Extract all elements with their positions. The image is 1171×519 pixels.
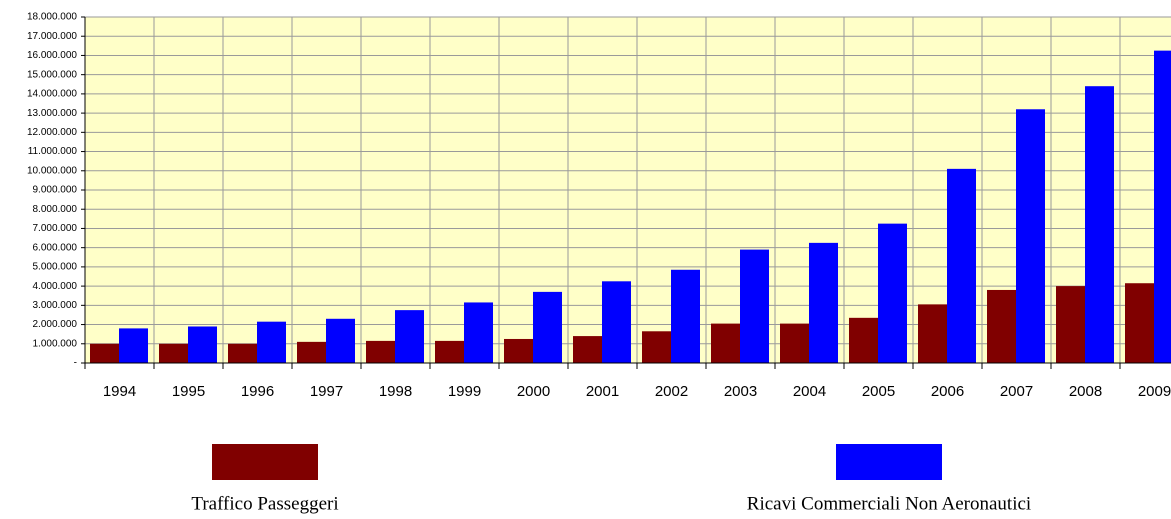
bar <box>1016 109 1045 364</box>
x-tick-label: 2002 <box>655 383 688 400</box>
legend-swatch <box>212 444 318 480</box>
y-tick-label: 17.000.000 <box>27 31 77 42</box>
bar <box>366 340 395 363</box>
x-tick-label: 1999 <box>448 383 481 400</box>
y-tick-label: 11.000.000 <box>28 146 78 157</box>
bar <box>602 281 631 363</box>
y-tick-label: 18.000.000 <box>27 12 77 23</box>
bar <box>1125 283 1154 363</box>
legend-label: Ricavi Commerciali Non Aeronautici <box>747 493 1031 514</box>
y-tick-label: 9.000.000 <box>33 185 78 196</box>
bar <box>326 318 355 363</box>
bar <box>947 168 976 363</box>
x-tick-label: 2008 <box>1069 383 1102 400</box>
legend-swatch <box>836 444 942 480</box>
bar <box>533 291 562 363</box>
bar <box>297 341 326 363</box>
x-tick-label: 2007 <box>1000 383 1033 400</box>
legend-label: Traffico Passeggeri <box>191 493 338 514</box>
x-tick-label: 2004 <box>793 383 826 400</box>
y-tick-label: 15.000.000 <box>27 69 77 80</box>
y-tick-label: 13.000.000 <box>27 108 77 119</box>
x-tick-label: 2005 <box>862 383 895 400</box>
bar <box>849 317 878 363</box>
y-tick-label: 16.000.000 <box>27 50 77 61</box>
x-tick-label: 1998 <box>379 383 412 400</box>
bar <box>671 269 700 363</box>
x-tick-label: 2001 <box>586 383 619 400</box>
bar <box>395 310 424 363</box>
x-tick-label: 2003 <box>724 383 757 400</box>
y-tick-label: 10.000.000 <box>27 165 77 176</box>
bar <box>918 304 947 363</box>
bar <box>642 331 671 363</box>
bar <box>464 302 493 363</box>
bar <box>435 340 464 363</box>
y-tick-label: 5.000.000 <box>33 262 78 273</box>
x-tick-label: 2006 <box>931 383 964 400</box>
bar <box>257 321 286 363</box>
bar <box>878 223 907 363</box>
bar <box>1056 286 1085 363</box>
bar <box>987 289 1016 363</box>
x-tick-label: 1994 <box>103 383 136 400</box>
y-tick-label: 3.000.000 <box>33 300 78 311</box>
bar <box>159 343 188 363</box>
bar <box>188 326 217 363</box>
y-tick-label: 14.000.000 <box>27 89 77 100</box>
y-tick-label: 7.000.000 <box>33 223 78 234</box>
bar <box>504 338 533 363</box>
y-tick-label: 12.000.000 <box>27 127 77 138</box>
x-tick-label: 2009 <box>1138 383 1171 400</box>
bar <box>1154 50 1171 364</box>
bar <box>90 343 119 363</box>
y-tick-label: 2.000.000 <box>33 319 78 330</box>
bar <box>573 336 602 363</box>
x-tick-label: 1995 <box>172 383 205 400</box>
bar <box>119 328 148 363</box>
bar <box>711 323 740 363</box>
bar <box>780 323 809 363</box>
bar <box>1085 86 1114 363</box>
bar <box>740 249 769 363</box>
y-tick-label: 6.000.000 <box>33 242 78 253</box>
x-tick-label: 1996 <box>241 383 274 400</box>
bar <box>228 343 257 363</box>
bar <box>809 242 838 363</box>
y-tick-label: - <box>74 358 77 369</box>
y-tick-label: 8.000.000 <box>33 204 78 215</box>
y-tick-label: 4.000.000 <box>33 281 78 292</box>
x-tick-label: 1997 <box>310 383 343 400</box>
x-tick-label: 2000 <box>517 383 550 400</box>
y-tick-label: 1.000.000 <box>33 338 78 349</box>
